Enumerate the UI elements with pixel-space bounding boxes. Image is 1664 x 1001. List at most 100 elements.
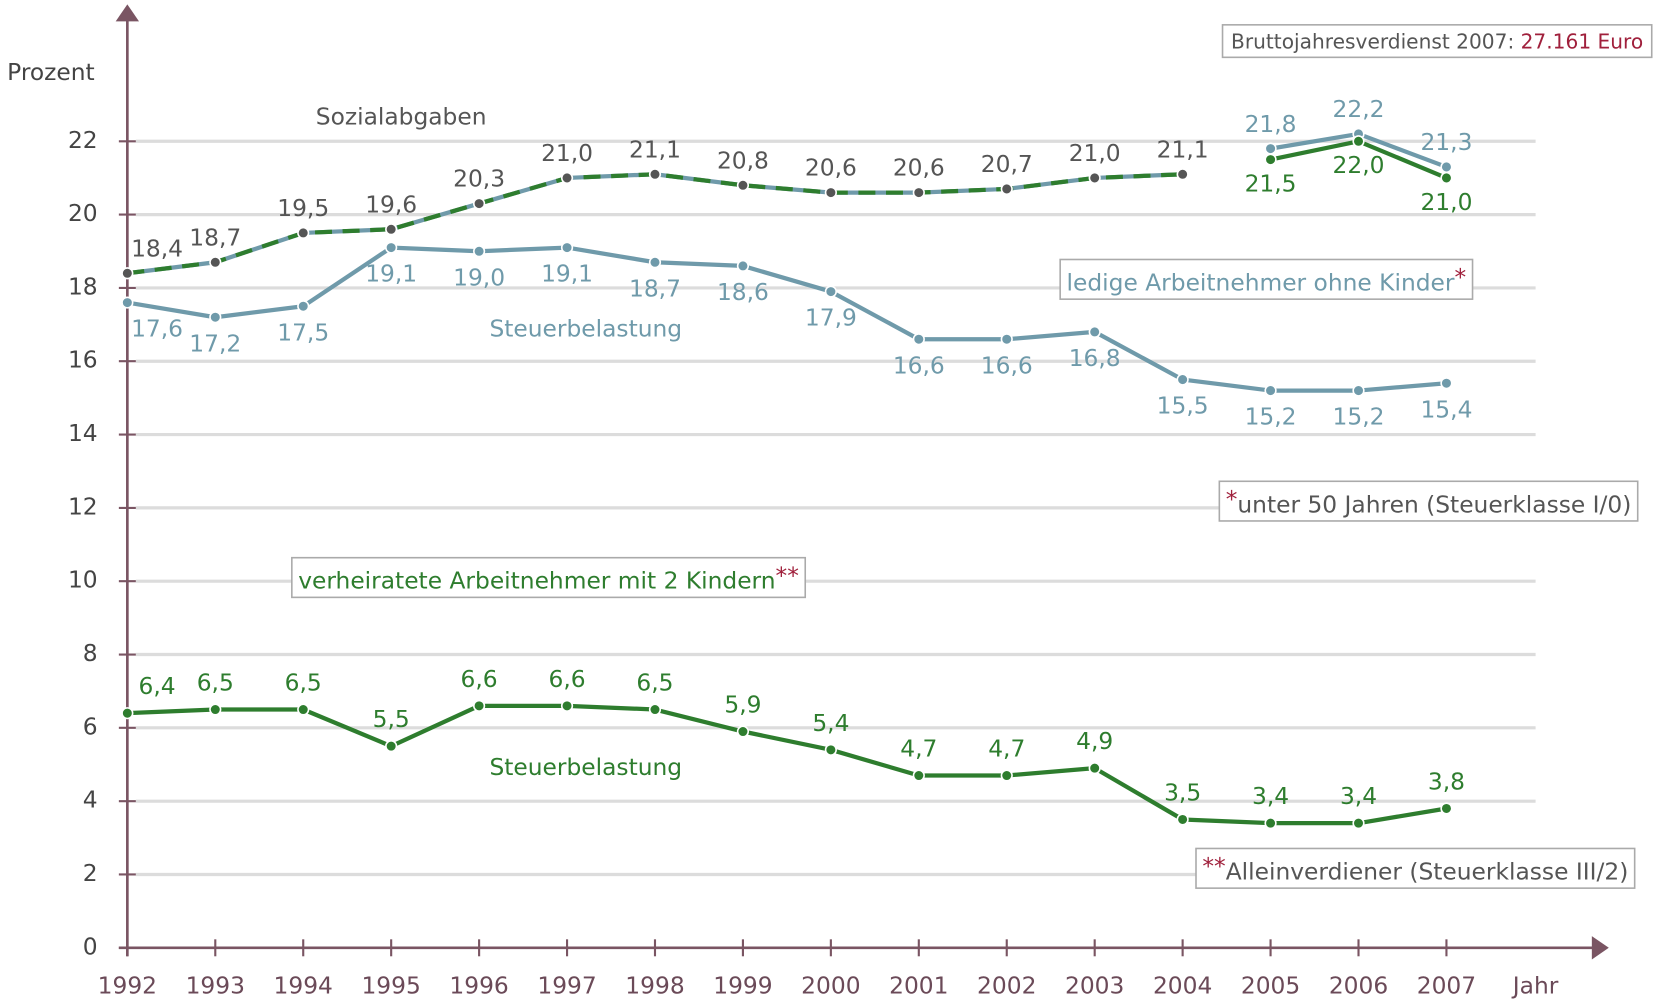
value-label: 6,6 bbox=[548, 665, 585, 693]
value-label: 21,1 bbox=[629, 135, 681, 163]
legend-entry: ledige Arbeitnehmer ohne Kinder* bbox=[1067, 263, 1467, 296]
legend-entry-part: ** bbox=[776, 561, 799, 589]
value-label: 5,4 bbox=[812, 709, 849, 737]
value-label: 15,2 bbox=[1245, 403, 1297, 431]
x-tick-label: 1996 bbox=[449, 972, 508, 1000]
x-axis-arrow bbox=[1591, 936, 1609, 960]
marker bbox=[824, 743, 837, 756]
value-label: 21,8 bbox=[1245, 110, 1297, 138]
marker bbox=[121, 707, 134, 720]
marker bbox=[560, 171, 574, 185]
value-label: 20,8 bbox=[717, 146, 769, 174]
value-label: 18,7 bbox=[629, 274, 681, 302]
x-tick-label: 2007 bbox=[1417, 972, 1476, 1000]
value-label: 21,0 bbox=[1069, 139, 1121, 167]
y-tick-label: 12 bbox=[68, 492, 98, 520]
marker bbox=[1352, 135, 1365, 148]
marker bbox=[1176, 168, 1189, 181]
value-label: 22,0 bbox=[1333, 151, 1385, 179]
marker bbox=[121, 296, 134, 309]
legend-entry-part: verheiratete Arbeitnehmer mit 2 Kindern bbox=[298, 566, 775, 594]
series-label: Steuerbelastung bbox=[489, 315, 682, 343]
value-label: 18,4 bbox=[131, 234, 183, 262]
value-label: 17,9 bbox=[805, 304, 857, 332]
marker bbox=[1176, 373, 1189, 386]
marker bbox=[1264, 153, 1277, 166]
value-label: 19,5 bbox=[277, 194, 329, 222]
value-label: 3,4 bbox=[1252, 782, 1289, 810]
marker bbox=[1440, 171, 1453, 185]
marker bbox=[560, 699, 574, 712]
y-tick-label: 4 bbox=[83, 786, 98, 814]
value-label: 15,5 bbox=[1157, 392, 1209, 420]
value-label: 18,7 bbox=[189, 223, 241, 251]
value-label: 17,2 bbox=[189, 329, 241, 357]
footnote-part: unter 50 Jahren (Steuerklasse I/0) bbox=[1237, 490, 1631, 518]
y-tick-label: 6 bbox=[83, 712, 98, 740]
marker bbox=[1264, 817, 1277, 830]
value-label: 19,0 bbox=[453, 263, 505, 291]
value-label: 19,1 bbox=[365, 260, 417, 288]
x-tick-label: 1994 bbox=[274, 972, 333, 1000]
value-label: 4,9 bbox=[1076, 727, 1113, 755]
marker bbox=[209, 703, 222, 716]
value-label: 6,5 bbox=[285, 669, 322, 697]
value-label: 21,0 bbox=[541, 139, 593, 167]
y-tick-label: 2 bbox=[83, 859, 98, 887]
y-tick-label: 22 bbox=[68, 126, 98, 154]
x-tick-label: 1997 bbox=[537, 972, 596, 1000]
y-tick-label: 10 bbox=[68, 566, 98, 594]
value-label: 3,4 bbox=[1340, 782, 1377, 810]
series-label: Sozialabgaben bbox=[316, 102, 487, 130]
marker bbox=[736, 259, 750, 273]
value-label: 21,0 bbox=[1420, 188, 1472, 216]
value-label: 3,5 bbox=[1164, 779, 1201, 807]
value-label: 20,6 bbox=[805, 154, 857, 182]
x-tick-label: 1995 bbox=[361, 972, 420, 1000]
info: Bruttojahresverdienst 2007: 27.161 Euro bbox=[1231, 29, 1643, 53]
info-text: Bruttojahresverdienst 2007: bbox=[1231, 29, 1514, 53]
marker bbox=[473, 699, 486, 712]
series-label: Steuerbelastung bbox=[489, 753, 682, 781]
value-label: 19,6 bbox=[365, 190, 417, 218]
marker bbox=[121, 267, 134, 280]
x-axis-label: Jahr bbox=[1511, 972, 1559, 1000]
footnote: **Alleinverdiener (Steuerklasse III/2) bbox=[1202, 852, 1628, 885]
x-tick-label: 1998 bbox=[625, 972, 684, 1000]
info-box bbox=[1221, 24, 1653, 59]
value-label: 6,4 bbox=[139, 672, 176, 700]
marker bbox=[473, 197, 486, 210]
footnote: *unter 50 Jahren (Steuerklasse I/0) bbox=[1226, 484, 1632, 517]
y-tick-label: 20 bbox=[68, 199, 98, 227]
marker bbox=[1000, 769, 1013, 782]
marker bbox=[1352, 384, 1365, 397]
y-tick-label: 18 bbox=[68, 272, 98, 300]
y-tick-label: 8 bbox=[83, 639, 98, 667]
footnote-part: ** bbox=[1202, 852, 1225, 880]
value-label: 15,2 bbox=[1333, 403, 1385, 431]
value-label: 20,6 bbox=[893, 154, 945, 182]
marker bbox=[385, 740, 398, 753]
legend-entry-box bbox=[291, 556, 807, 599]
x-tick-label: 1999 bbox=[713, 972, 772, 1000]
footnote-box bbox=[1195, 847, 1636, 889]
marker bbox=[1440, 802, 1453, 815]
marker bbox=[385, 241, 398, 254]
x-tick-label: 2003 bbox=[1065, 972, 1124, 1000]
value-label: 16,8 bbox=[1069, 344, 1121, 372]
marker bbox=[209, 256, 222, 269]
value-label: 6,5 bbox=[197, 669, 234, 697]
marker bbox=[385, 223, 398, 236]
marker bbox=[736, 179, 750, 192]
marker bbox=[1176, 813, 1189, 826]
marker bbox=[648, 703, 662, 716]
y-axis-label: Prozent bbox=[7, 58, 95, 86]
marker bbox=[297, 300, 310, 313]
y-tick-label: 14 bbox=[68, 419, 98, 447]
value-label: 19,1 bbox=[541, 260, 593, 288]
marker bbox=[912, 333, 925, 346]
marker bbox=[1088, 325, 1101, 339]
value-label: 4,7 bbox=[988, 735, 1025, 763]
line bbox=[126, 245, 1447, 393]
y-tick-label: 16 bbox=[68, 346, 98, 374]
